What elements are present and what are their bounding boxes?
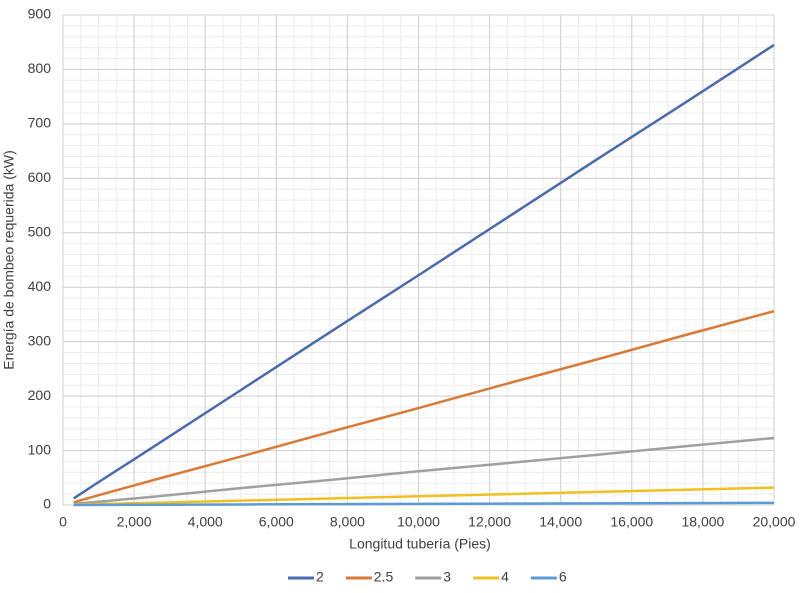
y-tick-label: 600 bbox=[28, 169, 52, 185]
x-tick-label: 10,000 bbox=[397, 514, 440, 530]
x-tick-label: 12,000 bbox=[468, 514, 511, 530]
y-tick-label: 0 bbox=[43, 496, 51, 512]
series-line bbox=[72, 43, 775, 500]
legend-label: 4 bbox=[501, 569, 509, 585]
y-tick-label: 700 bbox=[28, 115, 52, 131]
y-tick-label: 200 bbox=[28, 387, 52, 403]
x-tick-label: 16,000 bbox=[610, 514, 653, 530]
y-tick-label: 800 bbox=[28, 60, 52, 76]
x-tick-label: 18,000 bbox=[681, 514, 724, 530]
x-tick-label: 20,000 bbox=[753, 514, 796, 530]
legend-label: 6 bbox=[559, 569, 567, 585]
legend-label: 2.5 bbox=[374, 569, 394, 585]
series-line bbox=[73, 309, 775, 504]
legend-label: 2 bbox=[316, 569, 324, 585]
x-tick-label: 14,000 bbox=[539, 514, 582, 530]
x-tick-label: 0 bbox=[59, 514, 67, 530]
series-line bbox=[73, 436, 775, 506]
x-tick-label: 2,000 bbox=[117, 514, 152, 530]
y-axis-label: Energía de bombeo requerida (kW) bbox=[1, 150, 17, 369]
series-line bbox=[73, 501, 775, 507]
x-axis-label: Longitud tubería (Pies) bbox=[349, 536, 491, 552]
y-tick-label: 400 bbox=[28, 278, 52, 294]
x-tick-label: 4,000 bbox=[188, 514, 223, 530]
x-tick-label: 8,000 bbox=[330, 514, 365, 530]
y-tick-label: 300 bbox=[28, 332, 52, 348]
y-tick-label: 900 bbox=[28, 6, 52, 22]
legend-label: 3 bbox=[443, 569, 451, 585]
y-tick-label: 500 bbox=[28, 223, 52, 239]
y-tick-label: 100 bbox=[28, 441, 52, 457]
x-tick-label: 6,000 bbox=[259, 514, 294, 530]
